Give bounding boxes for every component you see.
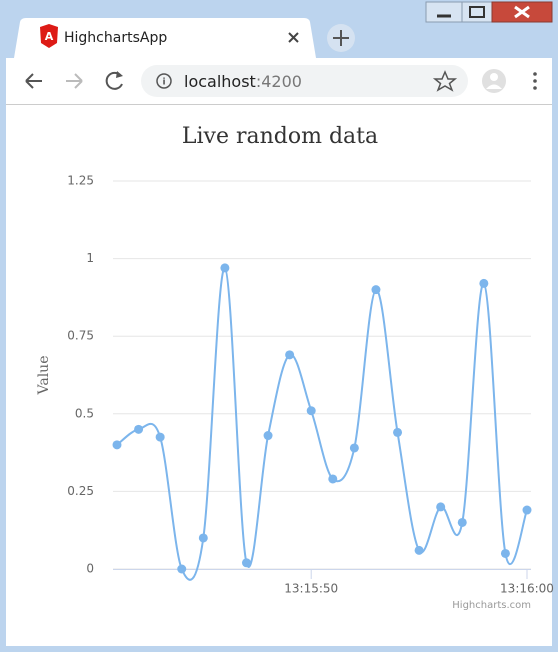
- data-point: [393, 427, 403, 437]
- url-host: localhost: [184, 72, 256, 91]
- data-point: [177, 564, 187, 574]
- reload-button[interactable]: [105, 71, 123, 90]
- data-point: [306, 406, 316, 416]
- data-point: [285, 350, 295, 360]
- tab[interactable]: [14, 18, 316, 58]
- data-point: [436, 502, 446, 512]
- chart-title: Live random data: [182, 124, 378, 149]
- maximize-button[interactable]: [461, 1, 493, 23]
- data-point: [500, 548, 510, 558]
- back-button[interactable]: [25, 73, 42, 89]
- y-tick-label: 1.25: [67, 174, 94, 188]
- data-point: [371, 285, 381, 295]
- forward-button[interactable]: [66, 73, 83, 89]
- data-point: [198, 533, 208, 543]
- data-point: [349, 443, 359, 453]
- data-point: [414, 545, 424, 555]
- data-point: [263, 431, 273, 441]
- y-tick-label: 0: [86, 562, 94, 576]
- angular-icon: [40, 24, 58, 48]
- data-point: [155, 432, 165, 442]
- tab-title: HighchartsApp: [64, 30, 167, 46]
- data-point: [112, 440, 122, 450]
- bookmark-star[interactable]: [432, 70, 458, 92]
- data-point: [241, 558, 251, 568]
- series-line: [116, 266, 528, 581]
- data-point: [220, 263, 230, 273]
- address-bar[interactable]: [141, 65, 468, 97]
- url: localhost:4200: [184, 72, 302, 91]
- minimize-button[interactable]: [425, 1, 463, 23]
- tab-close[interactable]: [288, 32, 299, 43]
- chart: Live random data Value Highcharts.com 0 0…: [36, 124, 554, 611]
- data-point: [134, 424, 144, 434]
- y-axis-title: Value: [36, 356, 52, 396]
- url-port: :4200: [256, 72, 302, 91]
- window-controls: [425, 1, 553, 23]
- y-tick-label: 1: [86, 251, 94, 265]
- data-point: [522, 505, 532, 515]
- svg-text:i: i: [162, 78, 165, 88]
- y-tick-label: 0.25: [67, 484, 94, 498]
- svg-text:A: A: [45, 30, 54, 43]
- credits[interactable]: Highcharts.com: [452, 600, 531, 611]
- data-point: [479, 278, 489, 288]
- menu-button[interactable]: [533, 72, 537, 90]
- data-point: [457, 517, 467, 527]
- content: [6, 105, 552, 646]
- data-point: [328, 474, 338, 484]
- y-tick-label: 0.5: [75, 406, 94, 420]
- x-tick-label: 13:15:50: [284, 582, 338, 596]
- y-tick-label: 0.75: [67, 329, 94, 343]
- x-tick-label: 13:16:00: [500, 582, 554, 596]
